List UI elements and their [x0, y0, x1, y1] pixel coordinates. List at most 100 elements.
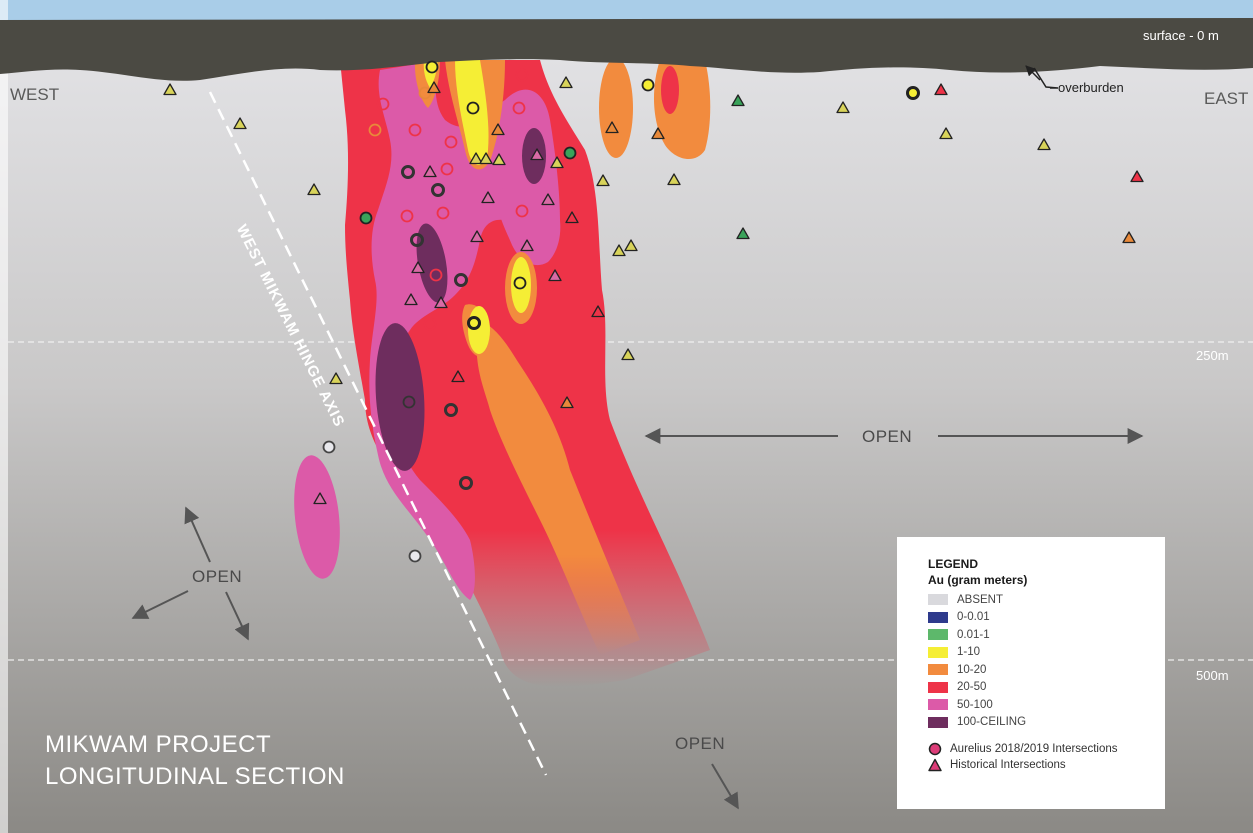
grade-zone-10-20-plume: [476, 320, 640, 655]
legend-item-label: 0.01-1: [957, 628, 990, 641]
aurelius-intersection-marker: [425, 60, 439, 74]
legend-items: ABSENT 0-0.01 0.01-1 1-10 10-20 20-50 50…: [928, 591, 1165, 731]
hinge-axis-line: [208, 91, 548, 776]
overburden-arrow: [1025, 65, 1041, 81]
overburden-pointer: [1033, 67, 1059, 89]
legend-item: ABSENT: [928, 591, 1165, 609]
historical-intersection-marker: [624, 239, 638, 252]
historical-intersection-marker: [550, 156, 564, 169]
intersection-markers: [163, 60, 1144, 563]
legend-item: 10-20: [928, 661, 1165, 679]
historical-intersection-marker: [530, 148, 544, 161]
west-label: WEST: [10, 85, 60, 104]
aurelius-intersection-marker: [906, 86, 920, 100]
historical-intersection-marker: [481, 191, 495, 204]
left-margin: [0, 0, 8, 833]
historical-intersection-marker: [411, 261, 425, 274]
legend-swatch: [928, 646, 948, 658]
overburden-label: overburden: [1058, 80, 1124, 95]
grade-zone-20-50-east: [661, 66, 679, 114]
grade-zone-100-ceiling-lower: [375, 323, 425, 471]
aurelius-intersection-marker: [444, 135, 458, 149]
title-line-2: LONGITUDINAL SECTION: [45, 763, 345, 790]
legend-swatch: [928, 716, 948, 728]
aurelius-intersection-marker: [563, 146, 577, 160]
legend-symbol-label: Historical Intersections: [950, 759, 1066, 771]
aurelius-intersection-marker: [440, 162, 454, 176]
historical-intersection-marker: [329, 372, 343, 385]
grade-zone-50-100-pod: [294, 455, 340, 579]
aurelius-intersection-marker: [376, 97, 390, 111]
historical-intersection-marker: [596, 174, 610, 187]
aurelius-intersection-marker: [431, 183, 445, 197]
aurelius-intersection-marker: [408, 549, 422, 563]
legend-symbol-label: Aurelius 2018/2019 Intersections: [950, 743, 1118, 755]
aurelius-intersection-marker: [466, 101, 480, 115]
historical-intersection-marker: [1130, 170, 1144, 183]
legend-symbol-row: Historical Intersections: [928, 757, 1165, 773]
aurelius-intersection-marker: [322, 440, 336, 454]
historical-intersection-marker: [233, 117, 247, 130]
historical-intersection-marker: [591, 305, 605, 318]
historical-intersection-marker: [548, 269, 562, 282]
historical-intersection-marker: [469, 152, 483, 165]
aurelius-intersection-marker: [467, 316, 481, 330]
legend-heading: LEGEND: [928, 557, 979, 571]
historical-intersection-marker: [307, 183, 321, 196]
historical-intersection-marker: [605, 121, 619, 134]
aurelius-intersection-marker: [359, 211, 373, 225]
aurelius-intersection-marker: [429, 268, 443, 282]
aurelius-intersection-marker: [408, 123, 422, 137]
overburden-layer: [0, 18, 1253, 81]
open-east-label: OPEN: [862, 427, 913, 446]
legend-symbol-row: Aurelius 2018/2019 Intersections: [928, 741, 1165, 757]
sky-band: [0, 0, 1253, 22]
historical-intersection-marker: [836, 101, 850, 114]
historical-intersection-marker: [731, 94, 745, 107]
surface-label: surface - 0 m: [1143, 28, 1219, 43]
legend-subheading: Au (gram meters): [928, 573, 1028, 587]
aurelius-intersection-marker: [401, 165, 415, 179]
aurelius-intersection-marker: [515, 204, 529, 218]
depth-500-label: 500m: [1196, 668, 1229, 683]
open-west-arrow-left: [131, 590, 189, 619]
historical-intersection-marker: [451, 370, 465, 383]
open-west-label: OPEN: [192, 567, 243, 586]
aurelius-intersection-marker: [402, 395, 416, 409]
historical-intersection-marker: [1037, 138, 1051, 151]
aurelius-intersection-marker: [423, 317, 437, 331]
open-bottom-arrow: [711, 763, 739, 810]
legend-item: 0-0.01: [928, 609, 1165, 627]
aurelius-circle-icon: [928, 742, 942, 756]
historical-triangle-icon: [928, 758, 942, 772]
historical-intersection-marker: [934, 83, 948, 96]
legend-item-label: 50-100: [957, 698, 993, 711]
grade-zone-1-10-lowmid: [468, 306, 490, 354]
historical-intersection-marker: [479, 152, 493, 165]
legend-item: 100-CEILING: [928, 714, 1165, 732]
legend-swatch: [928, 611, 948, 623]
legend-swatch: [928, 681, 948, 693]
legend-item-label: ABSENT: [957, 593, 1004, 606]
legend-item-label: 1-10: [957, 646, 981, 659]
open-west-arrow-down: [225, 591, 250, 641]
historical-intersection-marker: [667, 173, 681, 186]
historical-intersection-marker: [423, 165, 437, 178]
open-west-arrow-up: [184, 506, 211, 563]
historical-intersection-marker: [313, 492, 327, 505]
aurelius-intersection-marker: [515, 68, 529, 82]
aurelius-intersection-marker: [444, 403, 458, 417]
historical-intersection-marker: [560, 396, 574, 409]
historical-intersection-marker: [427, 81, 441, 94]
legend-item-label: 0-0.01: [957, 611, 990, 624]
historical-intersection-marker: [1122, 231, 1136, 244]
aurelius-intersection-marker: [454, 273, 468, 287]
historical-intersection-marker: [470, 230, 484, 243]
historical-intersection-marker: [491, 123, 505, 136]
aurelius-intersection-marker: [459, 476, 473, 490]
aurelius-intersection-marker: [513, 276, 527, 290]
east-label: EAST: [1204, 89, 1249, 108]
legend-swatch: [928, 594, 948, 606]
depth-250-label: 250m: [1196, 348, 1229, 363]
